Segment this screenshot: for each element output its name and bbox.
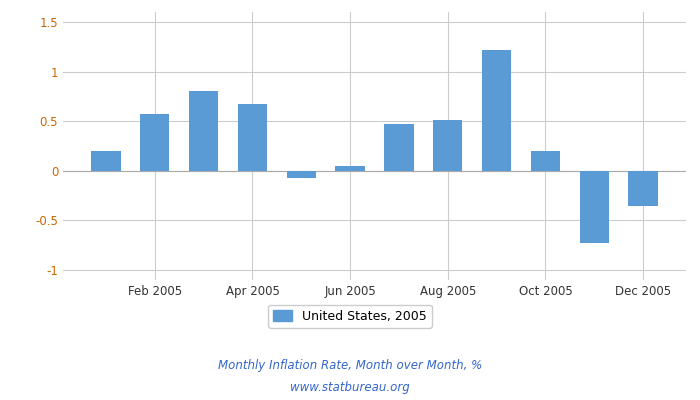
Bar — [286, 171, 316, 178]
Bar — [384, 124, 414, 171]
Bar — [189, 92, 218, 171]
Bar — [531, 151, 560, 171]
Bar — [433, 120, 463, 171]
Bar — [629, 171, 658, 206]
Bar — [238, 104, 267, 171]
Legend: United States, 2005: United States, 2005 — [268, 305, 432, 328]
Bar — [91, 151, 120, 171]
Text: Monthly Inflation Rate, Month over Month, %: Monthly Inflation Rate, Month over Month… — [218, 360, 482, 372]
Bar — [140, 114, 169, 171]
Bar — [580, 171, 609, 243]
Bar — [482, 50, 511, 171]
Bar — [335, 166, 365, 171]
Text: www.statbureau.org: www.statbureau.org — [290, 382, 410, 394]
